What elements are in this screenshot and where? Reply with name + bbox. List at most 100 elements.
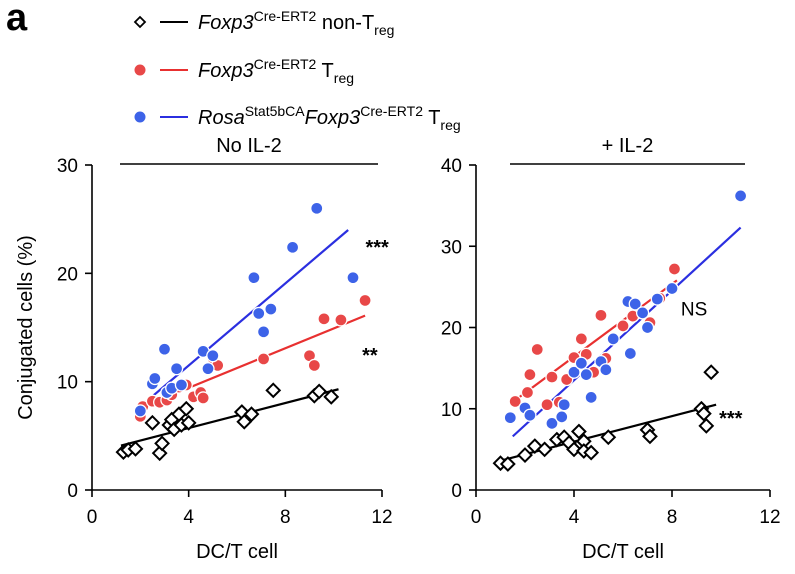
legend-label-part: Foxp3 bbox=[198, 12, 254, 34]
data-point-treg bbox=[508, 394, 522, 409]
legend-item-stat5: RosaStat5bCAFoxp3Cre-ERT2 Treg bbox=[133, 103, 461, 133]
significance-label: *** bbox=[719, 408, 743, 430]
data-point-non_treg bbox=[695, 405, 712, 422]
data-point-stat5 bbox=[148, 371, 162, 386]
legend-label-part: T bbox=[316, 60, 333, 82]
data-point-treg bbox=[520, 385, 535, 400]
series-stat5 bbox=[503, 189, 748, 431]
legend-label: Foxp3Cre-ERT2 Treg bbox=[198, 56, 354, 86]
data-point-non_treg bbox=[144, 414, 161, 431]
panel-title: + IL-2 bbox=[602, 135, 654, 157]
x-tick-label: 12 bbox=[759, 507, 780, 528]
legend-marker-circle bbox=[133, 63, 147, 77]
legend-label: RosaStat5bCAFoxp3Cre-ERT2 Treg bbox=[198, 103, 461, 133]
y-tick-label: 0 bbox=[451, 481, 462, 502]
legend-label-part: reg bbox=[374, 22, 394, 38]
legend-label-part: Cre-ERT2 bbox=[360, 103, 423, 119]
legend-marker-diamond bbox=[133, 15, 147, 29]
data-point-non_treg bbox=[583, 444, 600, 461]
data-point-treg bbox=[667, 262, 682, 276]
legend-item-treg: Foxp3Cre-ERT2 Treg bbox=[133, 56, 354, 86]
data-point-stat5 bbox=[285, 240, 300, 254]
x-tick-label: 4 bbox=[183, 507, 194, 528]
data-point-stat5 bbox=[256, 325, 271, 339]
x-tick-label: 12 bbox=[371, 507, 392, 528]
x-tick-label: 8 bbox=[667, 507, 678, 528]
data-point-treg bbox=[545, 370, 559, 384]
data-point-non_treg bbox=[127, 440, 144, 457]
data-point-stat5 bbox=[346, 271, 360, 285]
data-point-non_treg bbox=[566, 441, 582, 458]
data-point-stat5 bbox=[523, 408, 537, 422]
series-non_treg bbox=[115, 382, 340, 462]
fit-line-non_treg bbox=[120, 388, 339, 447]
data-point-stat5 bbox=[557, 398, 571, 412]
data-point-non_treg bbox=[154, 435, 170, 452]
fit-line-stat5 bbox=[139, 229, 349, 408]
legend-label-part: Cre-ERT2 bbox=[254, 56, 317, 72]
data-point-stat5 bbox=[169, 362, 184, 376]
legend-marker-circle bbox=[133, 110, 147, 124]
fit-line-treg bbox=[509, 279, 678, 405]
y-tick-label: 20 bbox=[441, 319, 462, 340]
x-tick-label: 0 bbox=[471, 507, 482, 528]
series-stat5 bbox=[133, 201, 360, 418]
significance-label: ** bbox=[362, 345, 378, 367]
data-point-treg bbox=[616, 319, 630, 333]
data-point-stat5 bbox=[545, 416, 559, 431]
y-tick-label: 10 bbox=[57, 373, 78, 394]
data-point-non_treg bbox=[311, 383, 328, 400]
data-point-non_treg bbox=[570, 423, 587, 440]
legend-item-non_treg: Foxp3Cre-ERT2 non-Treg bbox=[133, 8, 394, 38]
data-point-stat5 bbox=[579, 367, 593, 382]
data-point-treg bbox=[317, 312, 331, 326]
data-point-stat5 bbox=[584, 390, 598, 405]
data-point-treg bbox=[256, 352, 271, 366]
data-point-non_treg bbox=[499, 456, 516, 472]
legend-label-part: T bbox=[423, 107, 440, 129]
data-point-stat5 bbox=[555, 410, 569, 424]
data-point-stat5 bbox=[635, 306, 650, 320]
data-point-non_treg bbox=[243, 406, 260, 423]
legend-label-part: non-T bbox=[316, 12, 374, 34]
data-point-non_treg bbox=[698, 417, 715, 434]
data-point-stat5 bbox=[157, 342, 172, 356]
data-point-stat5 bbox=[247, 271, 261, 285]
y-tick-label: 20 bbox=[57, 264, 78, 285]
data-point-treg bbox=[594, 308, 608, 322]
series-treg bbox=[508, 262, 682, 412]
y-tick-label: 30 bbox=[441, 237, 462, 258]
panel-plus-il2: + IL-2 0 10 20 30 40 0 4 8 12 DC/T cell NS *** bbox=[441, 135, 781, 563]
x-axis-title: DC/T cell bbox=[582, 541, 664, 563]
panel-no-il2: No IL-2 0 10 20 30 0 4 8 12 DC/T cell Conjugated c… bbox=[15, 135, 393, 563]
data-point-non_treg bbox=[178, 400, 195, 417]
data-point-stat5 bbox=[733, 189, 748, 203]
data-point-stat5 bbox=[201, 362, 215, 376]
data-point-stat5 bbox=[503, 411, 517, 425]
figure-label: a bbox=[6, 0, 28, 39]
legend-label-part: Cre-ERT2 bbox=[254, 8, 317, 24]
data-point-non_treg bbox=[180, 414, 197, 431]
y-tick-label: 0 bbox=[67, 481, 78, 502]
data-point-stat5 bbox=[567, 365, 581, 379]
legend-label-part: Rosa bbox=[198, 107, 245, 129]
x-tick-label: 0 bbox=[87, 507, 98, 528]
data-point-stat5 bbox=[623, 346, 637, 361]
data-point-treg bbox=[196, 391, 210, 405]
panel-title: No IL-2 bbox=[216, 135, 282, 157]
legend-label: Foxp3Cre-ERT2 non-Treg bbox=[198, 8, 394, 38]
data-point-non_treg bbox=[517, 447, 533, 463]
data-point-stat5 bbox=[650, 292, 664, 306]
data-point-treg bbox=[307, 358, 321, 373]
data-point-stat5 bbox=[310, 201, 324, 215]
significance-label: *** bbox=[365, 237, 389, 259]
data-point-non_treg bbox=[236, 413, 253, 430]
data-point-stat5 bbox=[628, 297, 642, 311]
x-axis-title: DC/T cell bbox=[196, 541, 278, 563]
y-tick-label: 30 bbox=[57, 156, 78, 177]
x-tick-label: 8 bbox=[280, 507, 291, 528]
data-point-stat5 bbox=[599, 363, 613, 377]
legend-label-part: Stat5bCA bbox=[245, 103, 306, 119]
